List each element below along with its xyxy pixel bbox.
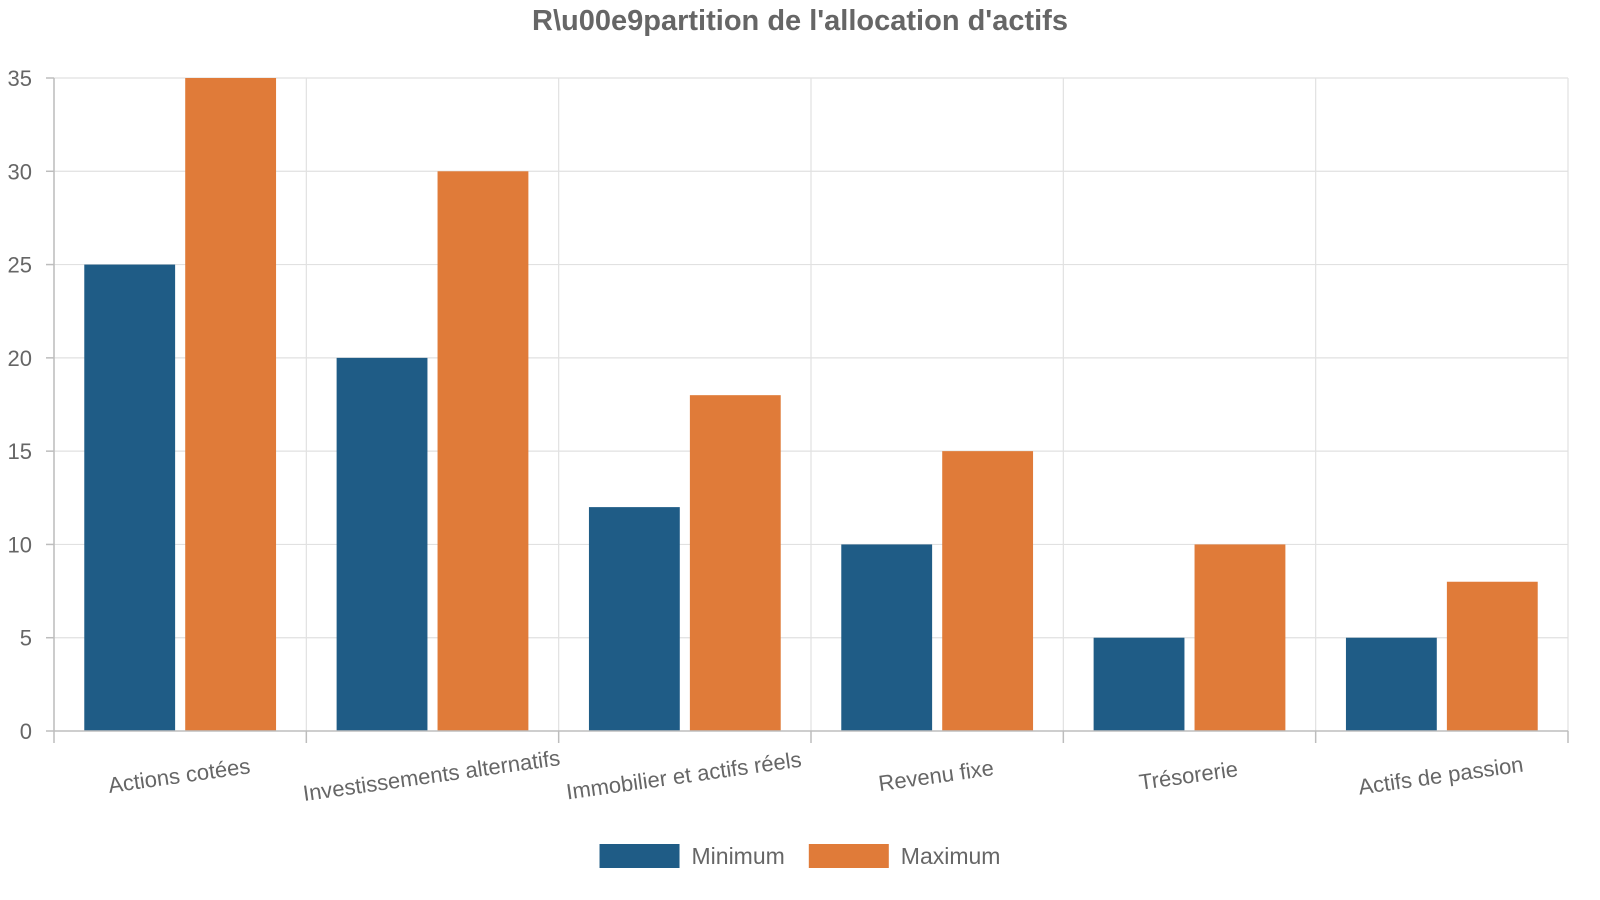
x-tick-label: Investissements alternatifs (301, 745, 561, 806)
bar-maximum-2[interactable] (689, 395, 781, 731)
bar-maximum-4[interactable] (1194, 544, 1286, 731)
x-tick-label: Revenu fixe (877, 755, 996, 796)
bar-minimum-1[interactable] (336, 357, 428, 731)
bar-maximum-1[interactable] (437, 171, 529, 732)
y-tick-label: 30 (8, 159, 32, 184)
bar-maximum-3[interactable] (942, 451, 1034, 731)
chart-title: R\u00e9partition de l'allocation d'actif… (532, 5, 1068, 37)
bar-minimum-2[interactable] (588, 507, 680, 731)
y-tick-label: 15 (8, 439, 32, 464)
bar-minimum-0[interactable] (84, 264, 176, 731)
x-tick-label: Actions cotées (107, 753, 252, 798)
y-tick-label: 35 (8, 66, 32, 91)
bars (84, 78, 1538, 732)
bar-minimum-5[interactable] (1345, 637, 1437, 731)
legend-label-maximum[interactable]: Maximum (901, 843, 1001, 869)
grid-lines (53, 77, 1569, 731)
bar-maximum-0[interactable] (185, 78, 277, 731)
y-tick-label: 10 (8, 532, 32, 557)
y-tick-label: 20 (8, 346, 32, 371)
legend-label-minimum[interactable]: Minimum (692, 843, 785, 869)
bar-minimum-3[interactable] (841, 544, 933, 731)
x-tick-label: Trésorerie (1137, 756, 1239, 795)
legend: Minimum Maximum (599, 843, 1001, 869)
y-tick-label: 5 (20, 626, 32, 651)
legend-swatch-maximum[interactable] (808, 844, 889, 868)
bar-maximum-5[interactable] (1446, 581, 1538, 731)
x-tick-label: Immobilier et actifs réels (565, 747, 803, 805)
bar-minimum-4[interactable] (1093, 637, 1185, 731)
legend-swatch-minimum[interactable] (599, 844, 680, 868)
y-tick-label: 25 (8, 253, 32, 278)
y-tick-label: 0 (20, 719, 32, 744)
x-tick-label: Actifs de passion (1357, 752, 1525, 800)
